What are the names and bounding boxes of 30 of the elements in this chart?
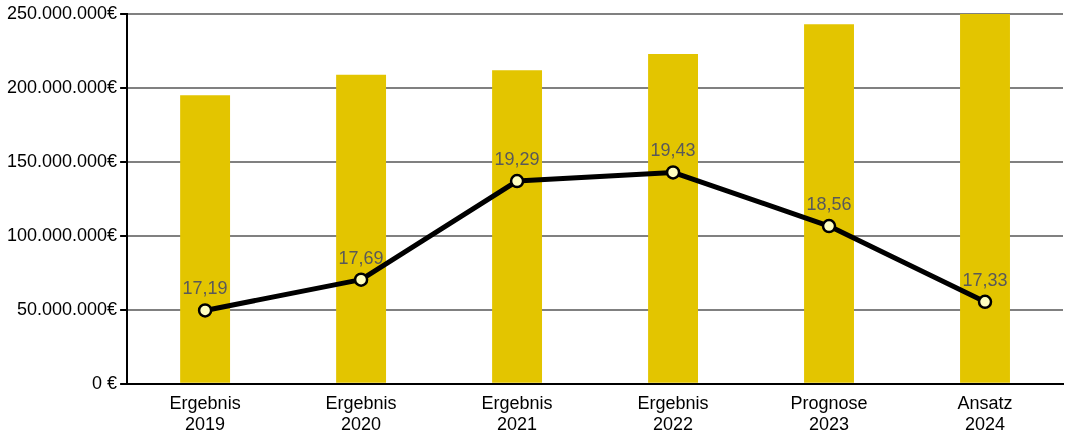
point [197,303,213,318]
y-tick-label: 0 € [92,372,118,393]
data-label: 18,56 [806,193,852,214]
bar [804,24,854,383]
point [821,218,837,234]
x-tick-label: Ergebnis 2020 [325,392,397,435]
data-label: 19,29 [494,149,540,169]
data-label: 17,19 [182,278,228,299]
x-tick-label: Ergebnis 2021 [481,392,553,435]
point [977,294,993,310]
x-tick-label: Ergebnis 2019 [169,392,241,435]
y-tick-label: 200.000.000€ [7,76,118,97]
x-tick-label: Ergebnis 2022 [637,392,709,435]
data-label: 17,33 [962,269,1008,290]
bar [648,53,698,383]
x-tick-label: Prognose 2023 [790,392,868,435]
y-tick-label: 250.000.000€ [7,2,118,23]
point [665,165,681,180]
bar [180,95,231,383]
y-tick-label: 100.000.000€ [7,224,118,245]
bar [960,14,1010,383]
point [353,272,369,287]
x-tick-label: Ansatz 2024 [957,392,1013,435]
point [509,173,525,189]
y-tick-label: 150.000.000€ [7,150,118,171]
y-tick-label: 50.000.000€ [17,298,118,319]
data-label: 17,69 [338,247,384,268]
bar [492,70,543,383]
bar [336,74,387,383]
data-label: 19,43 [650,140,696,161]
